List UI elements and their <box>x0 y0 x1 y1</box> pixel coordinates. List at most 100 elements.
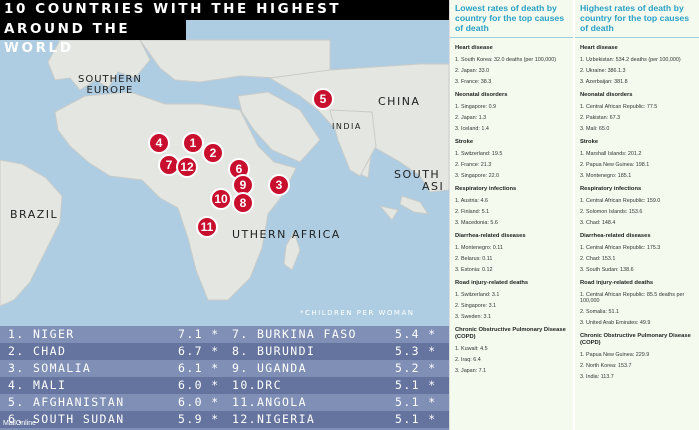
ranking-country: 11.ANGOLA <box>232 395 307 409</box>
ranking-row: 5. AFGHANISTAN 6.0 * 11.ANGOLA 5.1 * <box>0 394 449 411</box>
section-heading: Heart disease <box>580 45 618 51</box>
map-marker-11: 11 <box>196 216 218 238</box>
list-item: 1. Singapore: 0.9 <box>455 104 497 110</box>
source-label: MailOnline <box>3 420 37 427</box>
ranking-row: 2. CHAD 6.7 * 8. BURUNDI 5.3 * <box>0 343 449 360</box>
ranking-country: 6. SOUTH SUDAN <box>8 412 125 426</box>
list-item: 3. Japan: 7.1 <box>455 368 487 374</box>
list-item: 2. Japan: 33.0 <box>455 68 490 74</box>
ranking-value: 5.1 * <box>395 378 437 392</box>
country-label-brazil: BRAZIL <box>10 208 59 221</box>
section-heading: Diarrhea-related diseases <box>455 233 526 239</box>
lowest-rates-title: Lowest rates of death by country for the… <box>450 0 573 38</box>
highest-death-rates-panel: Highest rates of death by country for th… <box>575 0 699 430</box>
section-heading: Heart disease <box>455 45 493 51</box>
list-item: 2. Somalia: 51.1 <box>580 309 619 315</box>
country-label-china: CHINA <box>378 95 421 108</box>
list-item: 3. Sweden: 3.1 <box>455 314 491 320</box>
ranking-country: 5. AFGHANISTAN <box>8 395 125 409</box>
list-item: 2. France: 21.3 <box>455 162 492 168</box>
list-item: 3. Singapore: 22.0 <box>455 173 500 179</box>
map-marker-4: 4 <box>148 132 170 154</box>
footnote: *CHILDREN PER WOMAN <box>300 309 415 317</box>
section-heading: Stroke <box>580 139 599 145</box>
list-item: 1. Papua New Guinea: 229.9 <box>580 352 650 358</box>
list-item: 2. Solomon Islands: 153.6 <box>580 209 643 215</box>
infographic-panel: 10 COUNTRIES WITH THE HIGHEST FERTILITY … <box>0 0 449 430</box>
list-item: 2. Belarus: 0.11 <box>455 256 493 262</box>
ranking-value: 6.0 * <box>178 395 220 409</box>
lowest-rates-sections: Heart disease 1. South Korea: 32.0 death… <box>450 45 573 374</box>
infographic-title-line2: AROUND THE WORLD <box>0 20 186 56</box>
ranking-row: 3. SOMALIA 6.1 * 9. UGANDA 5.2 * <box>0 360 449 377</box>
ranking-value: 5.1 * <box>395 395 437 409</box>
list-item: 1. Kuwait: 4.5 <box>455 346 488 352</box>
country-label-india: INDIA <box>332 122 362 131</box>
region-label-line: EUROPE <box>86 85 134 96</box>
list-item: 3. Macedonia: 5.6 <box>455 220 498 226</box>
list-item: 1. South Korea: 32.0 deaths (per 100,000… <box>455 57 556 63</box>
list-item: 2. Pakistan: 67.3 <box>580 115 621 121</box>
list-item: 1. Uzbekistan: 534.2 deaths (per 100,000… <box>580 57 681 63</box>
ranking-value: 7.1 * <box>178 327 220 341</box>
list-item: 3. Azerbaijan: 381.8 <box>580 79 628 85</box>
list-item: 1. Austria: 4.6 <box>455 198 488 204</box>
ranking-country: 1. NIGER <box>8 327 75 341</box>
list-item: 3. Chad: 148.4 <box>580 220 616 226</box>
list-item: 2. Japan: 1.3 <box>455 115 487 121</box>
ranking-country: 7. BURKINA FASO <box>232 327 357 341</box>
list-item: 2. Finland: 5.1 <box>455 209 490 215</box>
ranking-country: 9. UGANDA <box>232 361 307 375</box>
ranking-value: 5.4 * <box>395 327 437 341</box>
fertility-ranking-list: 1. NIGER 7.1 * 7. BURKINA FASO 5.4 * 2. … <box>0 326 449 430</box>
region-label-south-asia-2: ASI <box>422 180 445 193</box>
map-marker-5: 5 <box>312 88 334 110</box>
region-label-line: SOUTHERN <box>78 74 142 85</box>
list-item: 1. Central African Republic: 159.0 <box>580 198 661 204</box>
list-item: 2. Singapore: 3.1 <box>455 303 497 309</box>
section-heading: Neonatal disorders <box>580 92 633 98</box>
section-heading: Respiratory infections <box>580 186 642 192</box>
list-item: 3. Montenegro: 185.1 <box>580 173 632 179</box>
ranking-country: 12.NIGERIA <box>232 412 316 426</box>
infographic-title-line1: 10 COUNTRIES WITH THE HIGHEST FERTILITY … <box>0 0 449 36</box>
map-marker-1: 1 <box>182 132 204 154</box>
ranking-country: 10.DRC <box>232 378 282 392</box>
section-heading: Neonatal disorders <box>455 92 508 98</box>
section-heading: Diarrhea-related diseases <box>580 233 651 239</box>
list-item: 1. Switzerland: 3.1 <box>455 292 500 298</box>
highest-rates-sections: Heart disease 1. Uzbekistan: 534.2 death… <box>575 45 699 380</box>
list-item: 2. Iraq: 6.4 <box>455 357 481 363</box>
map-marker-3: 3 <box>268 174 290 196</box>
list-item: 3. Iceland: 1.4 <box>455 126 489 132</box>
list-item: 2. Papua New Guinea: 198.1 <box>580 162 650 168</box>
list-item: 1. Central African Republic: 77.5 <box>580 104 658 110</box>
list-item: 3. Mali: 65.0 <box>580 126 610 132</box>
ranking-row: 1. NIGER 7.1 * 7. BURKINA FASO 5.4 * <box>0 326 449 343</box>
section-heading: Respiratory infections <box>455 186 517 192</box>
list-item: 3. South Sudan: 138.6 <box>580 267 634 273</box>
ranking-value: 6.0 * <box>178 378 220 392</box>
map-marker-8: 8 <box>232 192 254 214</box>
ranking-value: 5.9 * <box>178 412 220 426</box>
list-item: 1. Central African Republic: 85.5 deaths… <box>580 292 685 304</box>
list-item: 2. North Korea: 153.7 <box>580 363 632 369</box>
map-marker-10: 10 <box>210 188 232 210</box>
list-item: 3. France: 38.3 <box>455 79 492 85</box>
world-map <box>0 0 449 326</box>
ranking-value: 5.1 * <box>395 412 437 426</box>
list-item: 2. Chad: 153.1 <box>580 256 616 262</box>
list-item: 1. Marshall Islands: 201.2 <box>580 151 642 157</box>
ranking-value: 5.2 * <box>395 361 437 375</box>
list-item: 3. Estonia: 0.12 <box>455 267 493 273</box>
list-item: 1. Central African Republic: 175.3 <box>580 245 661 251</box>
ranking-country: 2. CHAD <box>8 344 67 358</box>
list-item: 2. Ukraine: 386.1.3 <box>580 68 626 74</box>
ranking-country: 4. MALI <box>8 378 67 392</box>
ranking-country: 8. BURUNDI <box>232 344 316 358</box>
ranking-value: 6.1 * <box>178 361 220 375</box>
list-item: 3. India: 113.7 <box>580 374 614 380</box>
ranking-value: 6.7 * <box>178 344 220 358</box>
map-marker-12: 12 <box>176 156 198 178</box>
map-marker-2: 2 <box>202 142 224 164</box>
